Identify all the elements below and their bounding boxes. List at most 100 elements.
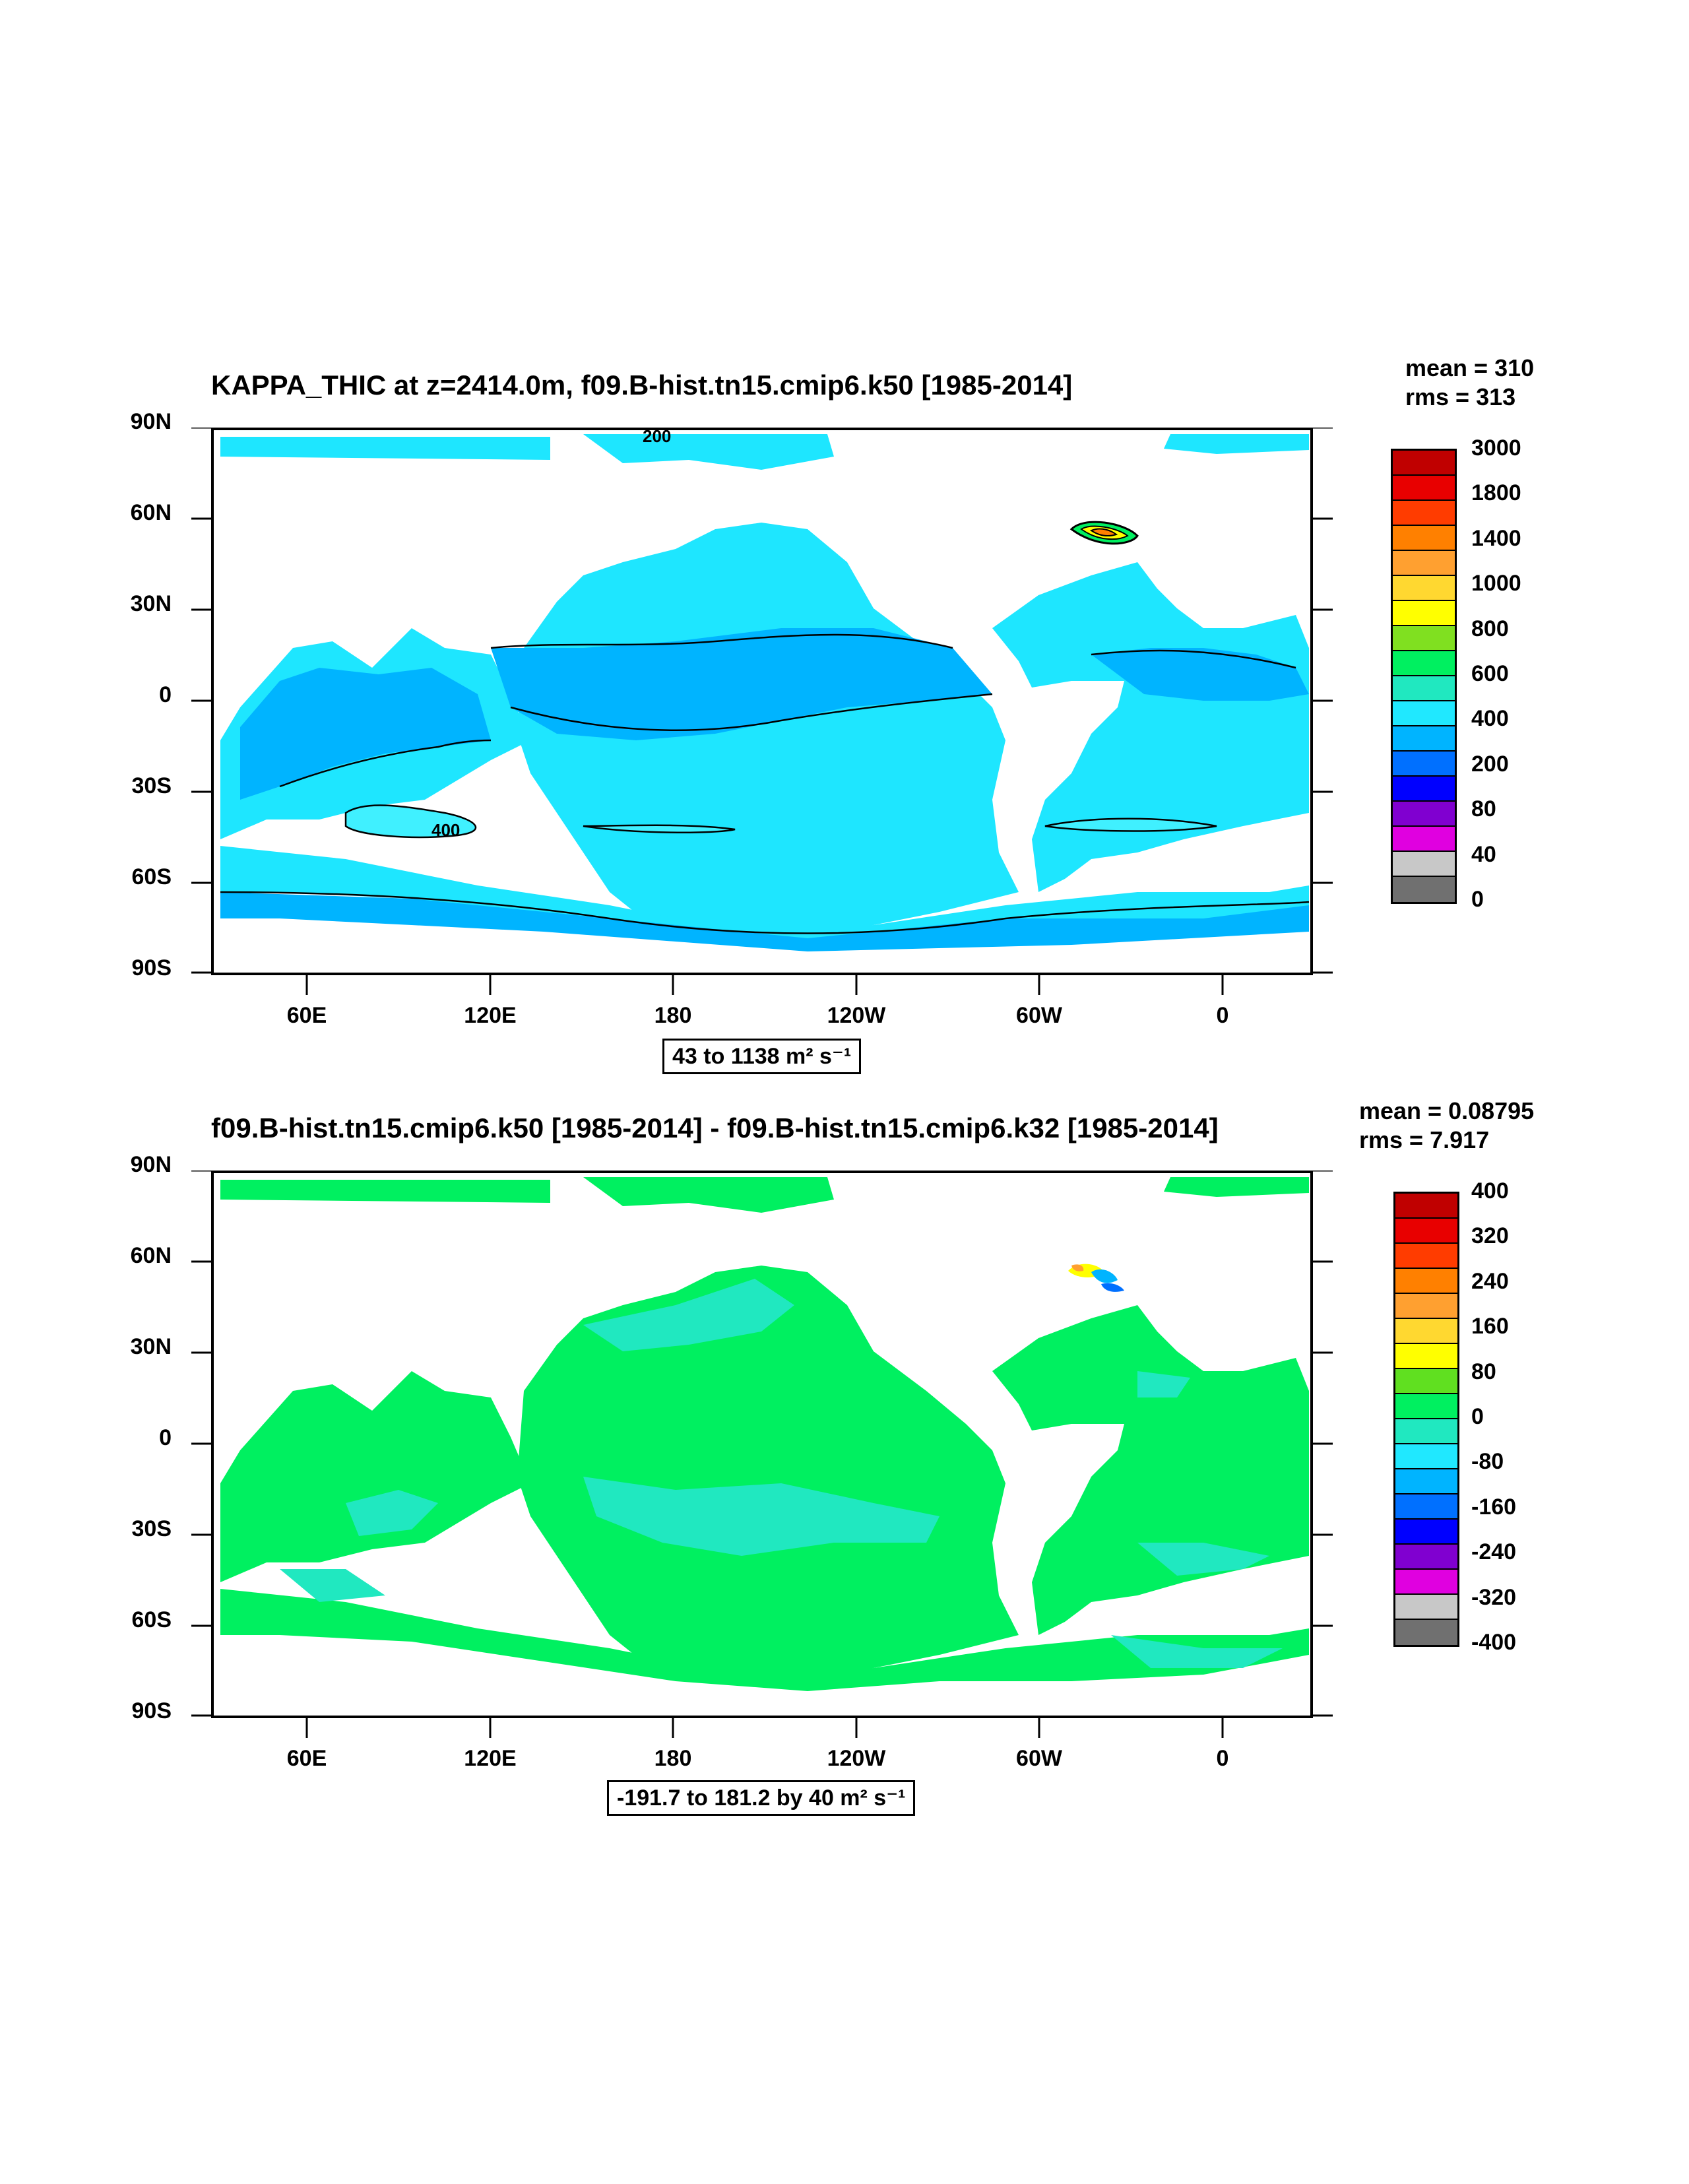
bottom-colorbar-box — [1395, 1595, 1457, 1620]
bottom-map-graphic — [220, 1177, 1309, 1691]
top-xlabel-120e: 120E — [464, 1003, 517, 1028]
bottom-range-box: -191.7 to 181.2 by 40 m² s⁻¹ — [607, 1780, 916, 1816]
top-colorbar-box — [1393, 551, 1455, 576]
bottom-colorbar-box — [1395, 1444, 1457, 1469]
top-colorbar-label: 3000 — [1471, 435, 1521, 461]
bottom-xlabel-0: 0 — [1216, 1746, 1229, 1771]
bottom-ylabel-90n: 90N — [130, 1152, 172, 1177]
top-map-plot: 200 400 — [211, 428, 1313, 975]
bottom-colorbar-box — [1395, 1570, 1457, 1595]
bottom-colorbar-label: -80 — [1471, 1449, 1504, 1475]
top-mean: mean = 310 — [1405, 354, 1535, 381]
bottom-colorbar-label: -400 — [1471, 1630, 1517, 1655]
bottom-xlabel-120w: 120W — [827, 1746, 886, 1771]
top-ylabel-60s: 60S — [131, 864, 172, 889]
top-colorbar-label: 400 — [1471, 706, 1509, 732]
bottom-ylabel-90s: 90S — [131, 1698, 172, 1723]
top-map-panel: KAPPA_THIC at z=2414.0m, f09.B-hist.tn15… — [0, 343, 1689, 1082]
bottom-labrador-anomaly — [1068, 1264, 1124, 1292]
bottom-colorbar-box — [1395, 1219, 1457, 1244]
bottom-colorbar-label: 400 — [1471, 1178, 1509, 1204]
bottom-ylabel-0: 0 — [159, 1425, 172, 1450]
bottom-colorbar-box — [1395, 1294, 1457, 1319]
bottom-colorbar-box — [1395, 1419, 1457, 1444]
top-ylabel-0: 0 — [159, 682, 172, 707]
bottom-map-plot — [211, 1171, 1313, 1718]
bottom-colorbar — [1393, 1192, 1459, 1647]
top-contour-band-200 — [220, 628, 1309, 951]
top-axis-ticks — [191, 428, 1333, 995]
top-colorbar-box — [1393, 802, 1455, 827]
bottom-colorbar-box — [1395, 1269, 1457, 1294]
bottom-colorbar-box — [1395, 1244, 1457, 1269]
bottom-stats: mean = 0.08795 rms = 7.917 — [1359, 1097, 1534, 1155]
top-colorbar-label: 600 — [1471, 661, 1509, 686]
top-colorbar-label: 1400 — [1471, 525, 1521, 551]
top-contour-label-400: 400 — [431, 820, 460, 840]
bottom-colorbar-label: -320 — [1471, 1584, 1517, 1610]
bottom-colorbar-label: 80 — [1471, 1359, 1496, 1384]
top-map-graphic: 200 400 — [220, 430, 1310, 951]
top-contour-400 — [344, 804, 1217, 839]
bottom-colorbar-label: 320 — [1471, 1223, 1509, 1249]
top-range-box: 43 to 1138 m² s⁻¹ — [662, 1039, 862, 1074]
bottom-xlabel-60e: 60E — [286, 1746, 327, 1771]
top-colorbar-box — [1393, 576, 1455, 601]
bottom-mean: mean = 0.08795 — [1359, 1097, 1535, 1124]
bottom-xlabel-180: 180 — [654, 1746, 692, 1771]
bottom-colorbar-box — [1395, 1520, 1457, 1545]
bottom-colorbar-box — [1395, 1545, 1457, 1570]
top-colorbar-label: 80 — [1471, 796, 1496, 822]
top-contour-label-200: 200 — [643, 430, 671, 446]
top-xlabel-120w: 120W — [827, 1003, 886, 1028]
bottom-colorbar-box — [1395, 1620, 1457, 1645]
bottom-ylabel-30s: 30S — [131, 1516, 172, 1541]
top-xlabel-180: 180 — [654, 1003, 692, 1028]
bottom-ylabel-60s: 60S — [131, 1607, 172, 1632]
top-contour-lines — [220, 633, 1310, 934]
top-colorbar-box — [1393, 676, 1455, 701]
top-colorbar-label: 1000 — [1471, 571, 1521, 596]
top-colorbar-box — [1393, 476, 1455, 501]
bottom-rms: rms = 7.917 — [1359, 1126, 1490, 1153]
bottom-xlabel-120e: 120E — [464, 1746, 517, 1771]
top-colorbar-box — [1393, 451, 1455, 476]
bottom-colorbar-label: 0 — [1471, 1404, 1484, 1429]
top-colorbar-box — [1393, 777, 1455, 802]
bottom-colorbar-box — [1395, 1494, 1457, 1520]
bottom-colorbar-box — [1395, 1319, 1457, 1344]
top-ylabel-30n: 30N — [130, 591, 172, 616]
bottom-ylabel-30n: 30N — [130, 1334, 172, 1359]
bottom-colorbar-label: 160 — [1471, 1314, 1509, 1339]
top-colorbar-label: 40 — [1471, 841, 1496, 867]
top-xlabel-60w: 60W — [1016, 1003, 1062, 1028]
top-plot-title: KAPPA_THIC at z=2414.0m, f09.B-hist.tn15… — [211, 369, 1073, 401]
bottom-map-panel: f09.B-hist.tn15.cmip6.k50 [1985-2014] - … — [0, 1082, 1689, 1834]
bottom-axis-ticks — [191, 1171, 1333, 1738]
top-colorbar-label: 1800 — [1471, 480, 1521, 506]
top-colorbar-box — [1393, 726, 1455, 752]
top-colorbar — [1391, 449, 1457, 904]
bottom-anomaly-slight-negative — [280, 1279, 1283, 1668]
top-labrador-hotspot — [1069, 521, 1139, 545]
bottom-colorbar-box — [1395, 1344, 1457, 1369]
top-xlabel-60e: 60E — [286, 1003, 327, 1028]
bottom-xlabel-60w: 60W — [1016, 1746, 1062, 1771]
top-colorbar-label: 800 — [1471, 616, 1509, 641]
top-colorbar-box — [1393, 601, 1455, 626]
bottom-colorbar-label: 240 — [1471, 1268, 1509, 1294]
top-colorbar-box — [1393, 752, 1455, 777]
top-colorbar-box — [1393, 701, 1455, 726]
top-colorbar-box — [1393, 626, 1455, 651]
bottom-colorbar-box — [1395, 1394, 1457, 1419]
top-colorbar-box — [1393, 877, 1455, 902]
top-ylabel-90s: 90S — [131, 955, 172, 980]
top-ylabel-30s: 30S — [131, 773, 172, 798]
bottom-colorbar-label: -160 — [1471, 1494, 1517, 1520]
bottom-colorbar-box — [1395, 1369, 1457, 1394]
bottom-colorbar-box — [1395, 1469, 1457, 1494]
top-stats: mean = 310 rms = 313 — [1405, 354, 1534, 412]
top-colorbar-label: 0 — [1471, 887, 1484, 912]
top-colorbar-box — [1393, 526, 1455, 551]
top-colorbar-box — [1393, 501, 1455, 526]
